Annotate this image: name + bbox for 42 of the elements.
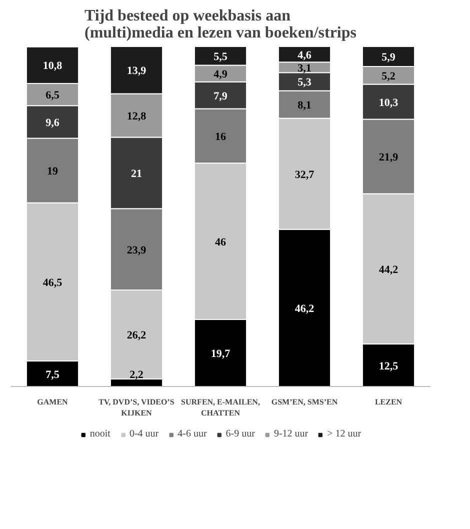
data-label: 5,9 bbox=[382, 52, 396, 64]
legend-label: nooit bbox=[90, 428, 110, 440]
data-label: 7,9 bbox=[214, 90, 228, 102]
legend-label: 0-4 uur bbox=[129, 428, 159, 440]
data-label: 3,1 bbox=[298, 62, 312, 74]
legend-label: 6-9 uur bbox=[226, 428, 255, 440]
data-label: 8,1 bbox=[298, 99, 312, 112]
data-label: 32,7 bbox=[294, 168, 315, 181]
data-label: 23,9 bbox=[126, 244, 147, 256]
data-label: 19 bbox=[47, 166, 58, 178]
chart-title: Tijd besteed op weekbasis aan (multi)media en lezen van boeken/strips bbox=[84, 8, 357, 42]
data-label: 4,9 bbox=[214, 68, 228, 81]
data-label: 5,5 bbox=[214, 50, 228, 63]
x-tick-label: GSM’EN, SMS’EN bbox=[271, 398, 338, 406]
data-label: 5,2 bbox=[382, 70, 396, 82]
data-label: 4,6 bbox=[298, 49, 312, 62]
data-label: 7,5 bbox=[46, 368, 60, 381]
data-label: 46,5 bbox=[42, 276, 63, 289]
data-label: 46 bbox=[215, 236, 226, 248]
data-label: 46,2 bbox=[294, 302, 315, 315]
x-tick-label: GAMEN bbox=[37, 398, 68, 406]
data-label: 5,3 bbox=[298, 76, 312, 89]
data-label: 13,9 bbox=[126, 65, 147, 78]
data-label: 26,2 bbox=[126, 329, 147, 342]
x-tick-label: LEZEN bbox=[374, 398, 402, 406]
data-label: 2,2 bbox=[130, 369, 144, 382]
data-label: 16 bbox=[215, 130, 226, 143]
legend-label: > 12 uur bbox=[327, 428, 362, 440]
x-tick-label: TV, DVD’S, VIDEO’S KIJKEN bbox=[98, 398, 175, 418]
legend-label: 9-12 uur bbox=[274, 428, 308, 440]
x-tick-label: SURFEN, E-MAILEN, CHATTEN bbox=[181, 398, 260, 418]
legend-label: 4-6 uur bbox=[178, 428, 207, 440]
data-label: 21 bbox=[131, 168, 142, 180]
data-label: 9,6 bbox=[46, 116, 60, 129]
data-label: 19,7 bbox=[210, 348, 231, 360]
data-label: 12,5 bbox=[378, 360, 399, 372]
data-label: 12,8 bbox=[126, 110, 147, 123]
data-label: 10,3 bbox=[378, 96, 399, 109]
data-label: 21,9 bbox=[378, 151, 399, 164]
data-label: 6,5 bbox=[46, 90, 60, 102]
data-label: 10,8 bbox=[42, 60, 63, 72]
data-label: 44,2 bbox=[378, 264, 399, 276]
